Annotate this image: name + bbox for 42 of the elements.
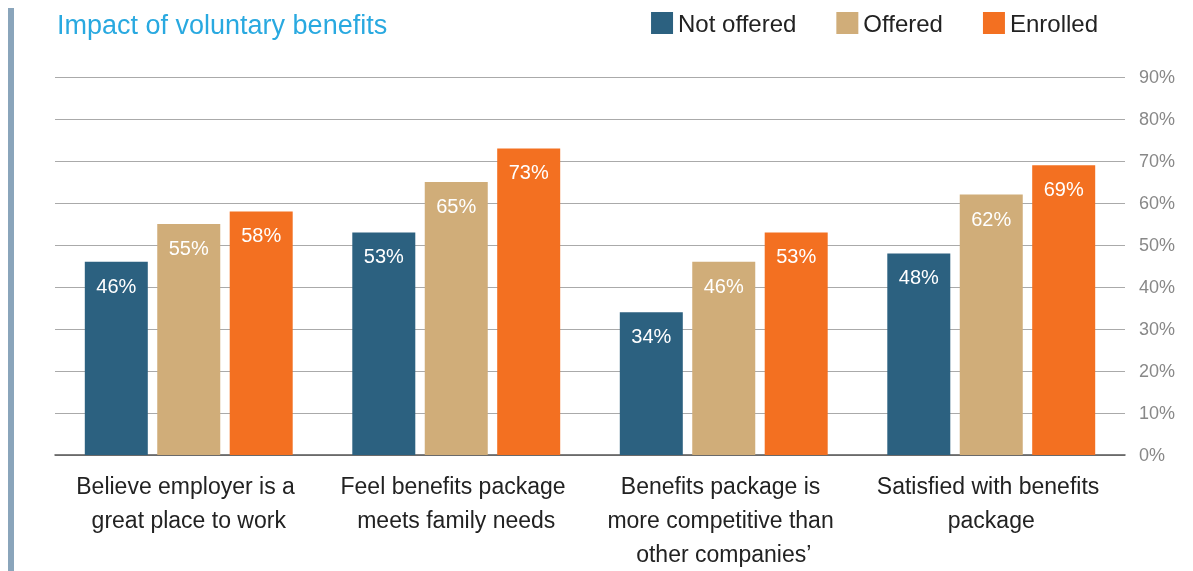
bar — [764, 232, 828, 455]
text: 46% — [703, 274, 744, 297]
text: 34% — [631, 325, 672, 348]
legend-label: Offered — [863, 9, 943, 37]
bar — [424, 182, 488, 455]
bar — [497, 148, 561, 455]
text: 55% — [168, 237, 209, 259]
y-tick-label: 70% — [1139, 151, 1176, 171]
y-tick-label: 50% — [1139, 235, 1176, 255]
text: 53% — [363, 245, 404, 268]
bar — [352, 232, 416, 455]
bar — [1032, 165, 1096, 455]
y-tick-label: 60% — [1139, 193, 1176, 213]
y-tick-label: 30% — [1139, 319, 1176, 339]
text: 58% — [241, 224, 282, 247]
chart-title: Impact of voluntary benefits — [57, 9, 388, 40]
bar — [619, 312, 683, 455]
y-tick-label: 80% — [1139, 109, 1176, 129]
y-tick-label: 90% — [1139, 67, 1176, 87]
text: 46% — [96, 274, 137, 297]
text: 73% — [508, 161, 549, 184]
y-tick-label: 40% — [1139, 277, 1176, 297]
y-tick-label: 0% — [1139, 445, 1166, 465]
bar — [692, 261, 756, 455]
text: 48% — [898, 266, 939, 289]
legend-label: Enrolled — [1009, 9, 1099, 37]
x-tick-label: Benefits package is more competitive than other companies’ — [607, 473, 841, 567]
text: 69% — [1043, 178, 1084, 201]
x-tick-label: Satisfied with benefits package — [876, 473, 1106, 533]
text: 65% — [436, 195, 477, 217]
legend-label: Not offered — [678, 9, 797, 37]
bar — [887, 253, 951, 455]
text: 62% — [971, 207, 1012, 230]
bar — [959, 194, 1023, 455]
y-tick-label: 20% — [1139, 361, 1176, 381]
text: 53% — [776, 245, 817, 268]
x-tick-label: Believe employer is a great place to work — [76, 473, 302, 533]
y-tick-label: 10% — [1139, 403, 1176, 423]
x-tick-label: Feel benefits package meets family needs — [340, 473, 572, 533]
bar — [84, 261, 148, 455]
bar — [157, 224, 221, 455]
bar — [229, 211, 293, 455]
